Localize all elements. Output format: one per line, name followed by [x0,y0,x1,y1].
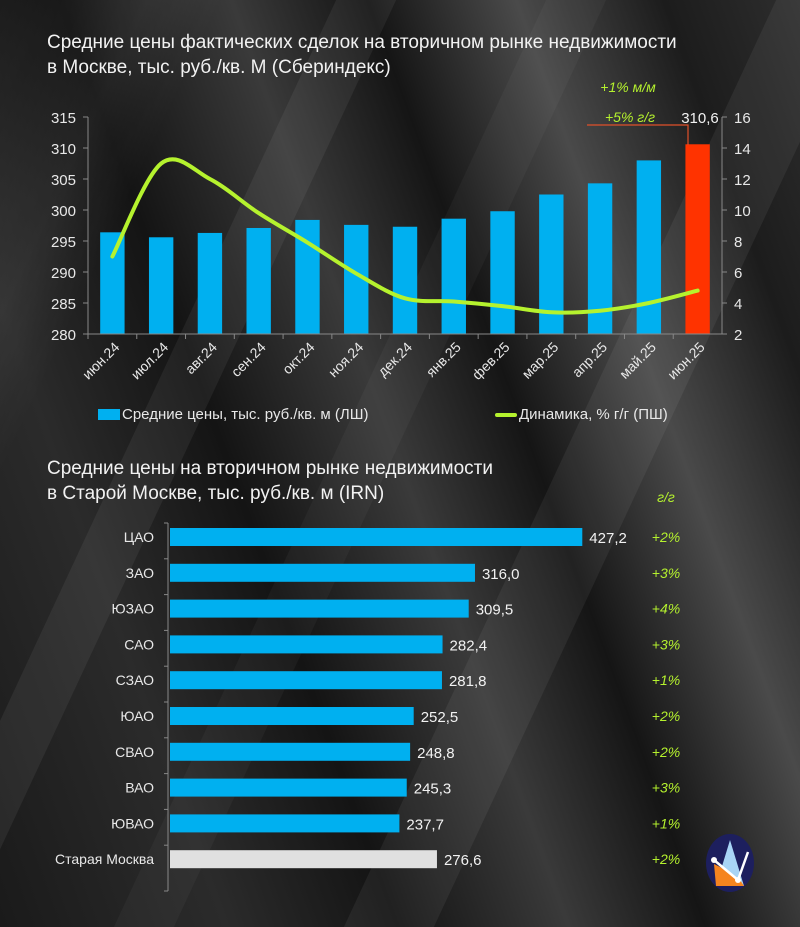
right-tick-label: 8 [734,234,742,251]
legend-bars: Средние цены, тыс. руб./кв. м (ЛШ) [98,406,368,423]
chart2-title: Средние цены на вторичном рынке недвижим… [47,456,493,506]
district-bar [170,850,437,869]
legend-label-bars: Средние цены, тыс. руб./кв. м (ЛШ) [122,406,369,423]
district-value-label: 316,0 [482,566,520,583]
district-bar [170,778,407,797]
district-value-label: 427,2 [589,530,627,547]
district-value-label: 252,5 [421,709,459,726]
price-bar [441,218,466,334]
right-tick-label: 6 [734,265,742,282]
yoy-change-label: +3% [652,780,680,796]
right-tick-label: 2 [734,327,742,344]
district-label: ЦАО [124,529,154,545]
yoy-change-label: +3% [652,565,680,581]
change-header: г/г [657,489,675,505]
chart1-title-line1: Средние цены фактических сделок на втори… [47,32,677,53]
price-bar [490,211,515,334]
district-value-label: 282,4 [450,637,488,654]
last-value-label: 310,6 [681,110,719,127]
district-label: ЮАО [120,708,154,724]
district-bar [170,599,469,618]
left-tick-label: 305 [51,172,76,189]
chart2-title-line2: в Старой Москве, тыс. руб./кв. м (IRN) [47,483,385,504]
chart2-title-line1: Средние цены на вторичном рынке недвижим… [47,458,493,479]
district-value-label: 248,8 [417,745,455,762]
district-label: Старая Москва [55,851,154,867]
right-tick-label: 14 [734,141,751,158]
district-value-label: 281,8 [449,673,487,690]
district-value-label: 237,7 [406,816,444,833]
district-value-label: 309,5 [476,602,514,619]
district-bar [170,528,583,546]
district-label: ЮЗАО [111,601,154,617]
chart1-title: Средние цены фактических сделок на втори… [47,30,677,80]
yoy-change-label: +1% [652,815,680,831]
analytics-logo-icon [706,834,754,892]
district-bar [170,671,442,690]
price-bar [100,232,125,334]
left-tick-label: 280 [51,327,76,344]
legend-label-line: Динамика, % г/г (ПШ) [519,406,668,423]
yoy-change-label: +2% [652,851,680,867]
price-bar [392,226,418,334]
chart1-title-line2: в Москве, тыс. руб./кв. М (Сбериндекс) [47,57,391,78]
legend-swatch-bar [98,409,120,420]
right-tick-label: 16 [734,110,751,127]
district-label: СВАО [115,744,154,760]
yoy-change-label: +3% [652,636,680,652]
yoy-change-label: +2% [652,708,680,724]
legend-line: Динамика, % г/г (ПШ) [495,406,668,423]
left-tick-label: 310 [51,141,76,158]
district-label: САО [124,636,154,652]
district-label: ЮВАО [111,815,154,831]
left-tick-label: 285 [51,296,76,313]
district-label: ЗАО [126,565,154,581]
price-bar [197,232,223,334]
district-bar [170,814,400,833]
left-tick-label: 295 [51,234,76,251]
left-tick-label: 290 [51,265,76,282]
district-bar [170,742,411,761]
price-bar [246,227,271,334]
annotation-leader-line [587,124,689,145]
yoy-change-label: +2% [652,744,680,760]
yoy-change-label: +1% [652,672,680,688]
yoy-change-label: +2% [652,529,680,545]
mom-annotation: +1% м/м [600,79,656,95]
left-tick-label: 315 [51,110,76,127]
yoy-change-label: +4% [652,601,680,617]
right-tick-label: 10 [734,203,751,220]
district-value-label: 276,6 [444,852,482,869]
right-tick-label: 4 [734,296,742,313]
district-bar [170,563,475,582]
left-tick-label: 300 [51,203,76,220]
district-value-label: 245,3 [414,781,452,798]
legend-swatch-line [495,412,517,417]
yoy-annotation: +5% г/г [605,109,655,125]
price-bar [685,144,710,334]
right-tick-label: 12 [734,172,751,189]
district-bar [170,707,414,725]
district-label: ВАО [125,780,154,796]
district-label: СЗАО [116,672,154,688]
price-bar [148,237,174,334]
chart1-combo-chart: 280285290295300305310315246810121416июн.… [51,79,751,383]
district-bar [170,635,443,654]
